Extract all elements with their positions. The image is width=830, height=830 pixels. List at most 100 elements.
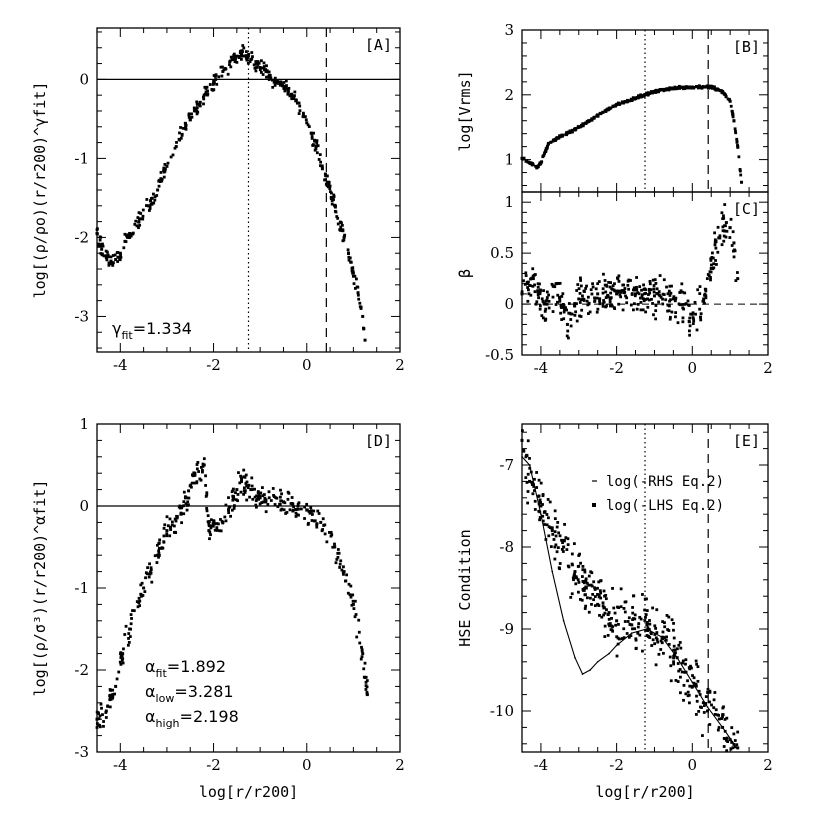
scatter-dot [690, 685, 694, 689]
scatter-dot [547, 525, 551, 529]
scatter-dot [626, 99, 630, 103]
scatter-dot [111, 688, 115, 692]
scatter-dot [694, 713, 698, 716]
scatter-dot [97, 717, 101, 721]
scatter-dot [554, 534, 558, 538]
scatter-dot [698, 307, 702, 311]
scatter-dot [581, 568, 585, 572]
scatter-dot [309, 506, 313, 510]
scatter-dot [141, 208, 145, 212]
scatter-dot [737, 155, 741, 159]
scatter-dot [350, 603, 354, 607]
scatter-dot [163, 163, 167, 166]
scatter-dot [324, 182, 328, 186]
scatter-dot [139, 583, 143, 587]
scatter-dot [551, 532, 555, 536]
scatter-dot [256, 63, 260, 66]
scatter-dot [256, 491, 260, 495]
scatter-dot [253, 487, 256, 491]
scatter-dot [609, 296, 613, 300]
scatter-dot [664, 87, 668, 91]
scatter-dot [282, 87, 286, 90]
scatter-dot [651, 638, 655, 642]
scatter-dot [251, 55, 254, 59]
scatter-dot [242, 468, 246, 472]
scatter-dot [618, 637, 621, 641]
scatter-dot [203, 92, 207, 96]
scatter-dot [712, 262, 716, 266]
scatter-dot [696, 288, 700, 292]
scatter-dot [318, 153, 322, 157]
scatter-dot [101, 713, 104, 717]
scatter-dot [347, 251, 350, 255]
scatter-dot [604, 597, 608, 601]
scatter-dot [204, 90, 208, 94]
scatter-dot [627, 616, 631, 620]
scatter-dot [704, 85, 708, 89]
scatter-dot [234, 491, 237, 495]
scatter-dot [621, 308, 625, 312]
scatter-dot [688, 324, 692, 328]
scatter-dot [342, 565, 345, 569]
scatter-dot [104, 716, 108, 719]
scatter-dot [261, 66, 265, 70]
scatter-dot [641, 308, 645, 312]
scatter-dot [738, 169, 742, 173]
scatter-dot [572, 542, 576, 546]
scatter-dot [551, 284, 555, 288]
x-axis-label: log[r/r200] [595, 783, 694, 801]
scatter-dot [597, 604, 601, 607]
scatter-dot [596, 307, 600, 311]
scatter-dot [577, 564, 581, 568]
scatter-dot [122, 246, 126, 250]
scatter-dot [526, 472, 530, 476]
scatter-dot [334, 205, 337, 209]
scatter-dot [211, 522, 215, 525]
scatter-dot [718, 234, 722, 238]
scatter-dot [566, 543, 570, 547]
scatter-dot [239, 490, 243, 494]
scatter-dot [623, 290, 627, 294]
y-tick-label: 1 [504, 151, 514, 169]
x-tick-label: 2 [763, 359, 773, 377]
scatter-dot [363, 661, 367, 665]
scatter-dot [588, 310, 592, 314]
scatter-dot [344, 579, 348, 583]
scatter-dot [680, 670, 684, 674]
scatter-dot [683, 302, 687, 306]
scatter-dot [321, 528, 325, 531]
scatter-dot [601, 291, 605, 295]
scatter-dot [591, 282, 594, 286]
scatter-dot [230, 490, 234, 494]
scatter-dot [290, 496, 294, 499]
scatter-dot [678, 668, 682, 671]
scatter-dot [657, 90, 660, 94]
scatter-dot [562, 317, 566, 321]
scatter-dot [296, 502, 300, 506]
annotation: αlow=3.281 [145, 682, 234, 705]
scatter-dot [706, 273, 710, 276]
data-point [174, 145, 178, 149]
scatter-dot [723, 229, 727, 233]
scatter-dot [544, 317, 548, 321]
scatter-dot [320, 164, 324, 168]
scatter-dot [119, 255, 123, 259]
scatter-dot [541, 300, 545, 303]
scatter-dot [578, 291, 582, 295]
y-tick-label: -2 [74, 228, 89, 246]
scatter-dot [602, 589, 606, 593]
scatter-dot [340, 221, 343, 225]
scatter-dot [726, 740, 730, 743]
scatter-dot [162, 534, 166, 538]
scatter-dot [538, 304, 542, 308]
scatter-dot [224, 503, 228, 507]
scatter-dot [265, 64, 268, 68]
scatter-dot [520, 429, 524, 433]
scatter-dot [227, 511, 231, 515]
scatter-dot [192, 109, 196, 113]
scatter-dot [651, 606, 655, 610]
scatter-dot [595, 310, 599, 314]
scatter-dot [672, 644, 676, 648]
data-point [184, 125, 188, 129]
scatter-dot [615, 654, 619, 658]
